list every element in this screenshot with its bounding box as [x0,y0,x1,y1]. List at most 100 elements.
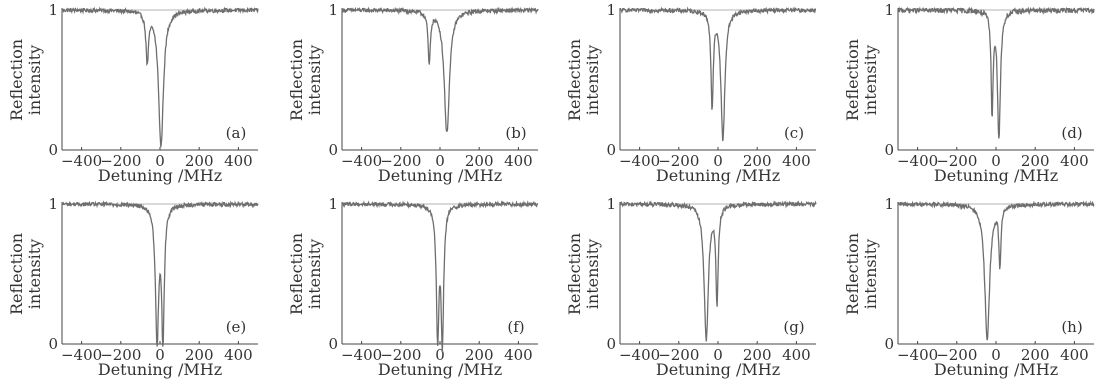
chart-panel-b: −400−200 0 200 400 0 1 Reflection intensity Detu… [287,1,539,185]
y-axis-label: intensity [583,45,602,115]
panel-label: (c) [784,124,804,142]
x-tick-label: −200 [380,152,421,170]
x-tick-label: 200 [1021,346,1050,364]
chart-panel-h: −400−200 0 200 400 0 1 Reflection intensity Detu… [843,195,1095,379]
panel-label: (g) [783,318,804,336]
x-tick-label: 400 [1060,152,1089,170]
y-axis-label: intensity [861,45,880,115]
x-tick-label: −400 [61,152,102,170]
y-axis-label: intensity [861,239,880,309]
x-tick-label: 200 [465,346,494,364]
spectrum-line [897,200,1095,341]
panel-label: (d) [1061,124,1082,142]
x-tick-label: −400 [619,152,660,170]
y-tick-label: 0 [884,141,894,159]
x-tick-label: 200 [465,152,494,170]
panel-label: (h) [1061,318,1082,336]
x-tick-label: 0 [435,152,445,170]
y-tick-label: 0 [328,141,338,159]
y-axis-label: Reflection [7,39,26,121]
x-axis-label: Detuning /MHz [656,166,780,185]
y-axis-label: Reflection [565,39,584,121]
y-tick-label: 1 [606,195,616,213]
x-axis-label: Detuning /MHz [656,360,780,379]
y-axis-label: Reflection [7,233,26,315]
x-tick-label: 0 [991,346,1001,364]
y-axis-label: intensity [305,239,324,309]
x-tick-label: 0 [713,346,723,364]
x-tick-label: 400 [504,346,533,364]
x-tick-label: 200 [743,346,772,364]
panel-label: (e) [226,318,247,336]
chart-panel-e: −400−200 0 200 400 0 1 Reflection intensity Detu… [7,195,259,379]
x-axis-label: Detuning /MHz [934,166,1058,185]
x-tick-label: 200 [185,346,214,364]
x-tick-label: −400 [619,346,660,364]
panel-label: (b) [505,124,526,142]
chart-panel-f: −400−200 0 200 400 0 1 Reflection intensity Detu… [287,195,539,379]
y-axis-label: Reflection [287,39,306,121]
y-tick-label: 0 [48,141,58,159]
x-axis-label: Detuning /MHz [378,166,502,185]
x-tick-label: 0 [991,152,1001,170]
y-axis-label: intensity [305,45,324,115]
x-tick-label: −400 [341,346,382,364]
x-tick-label: −200 [658,346,699,364]
x-tick-label: 0 [155,152,165,170]
y-tick-label: 0 [606,141,616,159]
x-axis-label: Detuning /MHz [98,360,222,379]
x-tick-label: 400 [224,152,253,170]
y-tick-label: 1 [48,195,58,213]
x-tick-label: 400 [782,346,811,364]
y-tick-label: 1 [606,1,616,19]
spectrum-line [619,6,817,142]
y-tick-label: 1 [328,195,338,213]
x-tick-label: 200 [185,152,214,170]
x-tick-label: −200 [100,346,141,364]
y-tick-label: 1 [884,195,894,213]
y-axis-label: intensity [25,239,44,309]
spectrum-line [341,200,539,353]
x-tick-label: 200 [1021,152,1050,170]
x-tick-label: −200 [658,152,699,170]
x-tick-label: −400 [897,152,938,170]
x-tick-label: −200 [380,346,421,364]
y-axis-label: intensity [25,45,44,115]
x-tick-label: −200 [100,152,141,170]
chart-panel-c: −400−200 0 200 400 0 1 Reflection intensity Detu… [565,1,817,185]
x-tick-label: 400 [782,152,811,170]
x-axis-label: Detuning /MHz [378,360,502,379]
y-axis-label: Reflection [565,233,584,315]
x-tick-label: −200 [936,152,977,170]
spectrum-line [897,6,1095,139]
x-tick-label: −400 [61,346,102,364]
y-tick-label: 0 [606,335,616,353]
y-tick-label: 0 [328,335,338,353]
x-tick-label: −400 [897,346,938,364]
panel-label: (a) [226,124,247,142]
chart-panel-g: −400−200 0 200 400 0 1 Reflection intensity Detu… [565,195,817,379]
x-tick-label: 0 [435,346,445,364]
x-tick-label: 0 [155,346,165,364]
y-axis-label: Reflection [843,39,862,121]
panel-label: (f) [507,318,524,336]
x-axis-label: Detuning /MHz [98,166,222,185]
spectrum-line [61,200,259,347]
x-tick-label: 0 [713,152,723,170]
y-axis-label: Reflection [287,233,306,315]
y-tick-label: 1 [328,1,338,19]
y-tick-label: 0 [48,335,58,353]
x-tick-label: 400 [504,152,533,170]
spectrum-line [61,6,259,148]
chart-panel-d: −400−200 0 200 400 0 1 Reflection intensity Detu… [843,1,1095,185]
x-tick-label: −400 [341,152,382,170]
x-tick-label: −200 [936,346,977,364]
y-tick-label: 0 [884,335,894,353]
y-axis-label: Reflection [843,233,862,315]
spectrum-line [619,200,817,342]
x-tick-label: 200 [743,152,772,170]
y-tick-label: 1 [48,1,58,19]
spectrum-line [341,6,539,132]
chart-panel-a: −400−200 0 200 400 0 1 Reflection intensity Detu… [7,1,259,185]
